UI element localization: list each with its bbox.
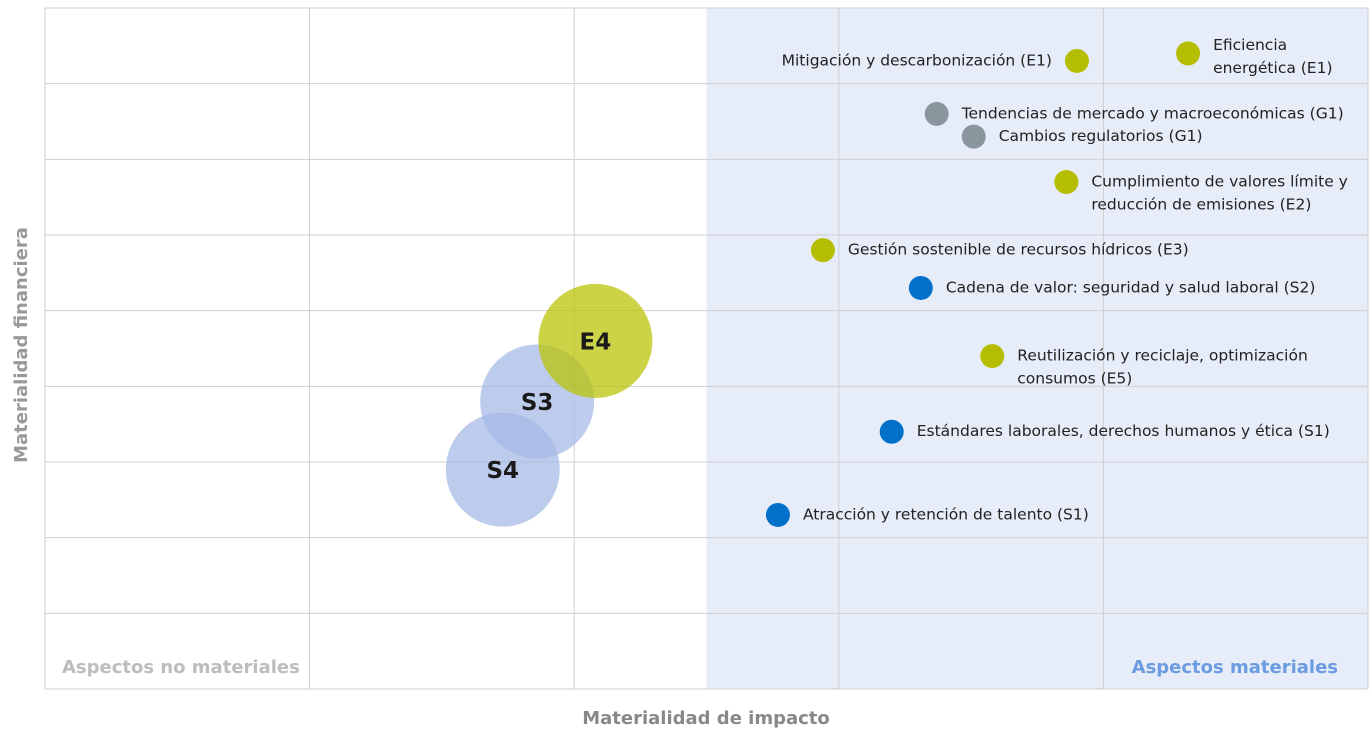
point-label: consumos (E5) (1017, 370, 1132, 388)
point-label: Cumplimiento de valores límite y (1091, 173, 1348, 191)
point-label: Tendencias de mercado y macroeconómicas … (961, 104, 1344, 122)
point-label: Gestión sostenible de recursos hídricos … (848, 241, 1189, 259)
region-label: Aspectos no materiales (62, 657, 300, 678)
point-label: Estándares laborales, derechos humanos y… (917, 422, 1330, 440)
point-label: Reutilización y reciclaje, optimización (1017, 347, 1308, 365)
region-label: Aspectos materiales (1132, 657, 1338, 678)
point-label: energética (E1) (1213, 59, 1332, 77)
bubble (538, 283, 653, 398)
point-label: Mitigación y descarbonización (E1) (782, 51, 1052, 69)
point-label: Atracción y retención de talento (S1) (803, 505, 1089, 523)
point (980, 344, 1005, 369)
point (1176, 41, 1201, 66)
point-label: reducción de emisiones (E2) (1091, 196, 1311, 214)
point (810, 238, 835, 263)
point (961, 124, 986, 149)
plot (44, 7, 1369, 690)
point-label: Cadena de valor: seguridad y salud labor… (946, 278, 1316, 296)
point (765, 502, 790, 527)
bubble-label: E4 (580, 329, 612, 355)
point (1054, 170, 1079, 195)
point (924, 101, 949, 126)
bubble-label: S3 (521, 390, 554, 416)
point (879, 419, 904, 444)
point-label: Eficiencia (1213, 36, 1287, 54)
y-axis-label: Materialidad financiera (11, 227, 32, 463)
bubble-label: S4 (486, 458, 519, 484)
point-label: Cambios regulatorios (G1) (999, 127, 1203, 145)
material-region (706, 8, 1368, 689)
point (908, 275, 933, 300)
x-axis-label: Materialidad de impacto (582, 708, 830, 729)
point (1064, 48, 1089, 73)
